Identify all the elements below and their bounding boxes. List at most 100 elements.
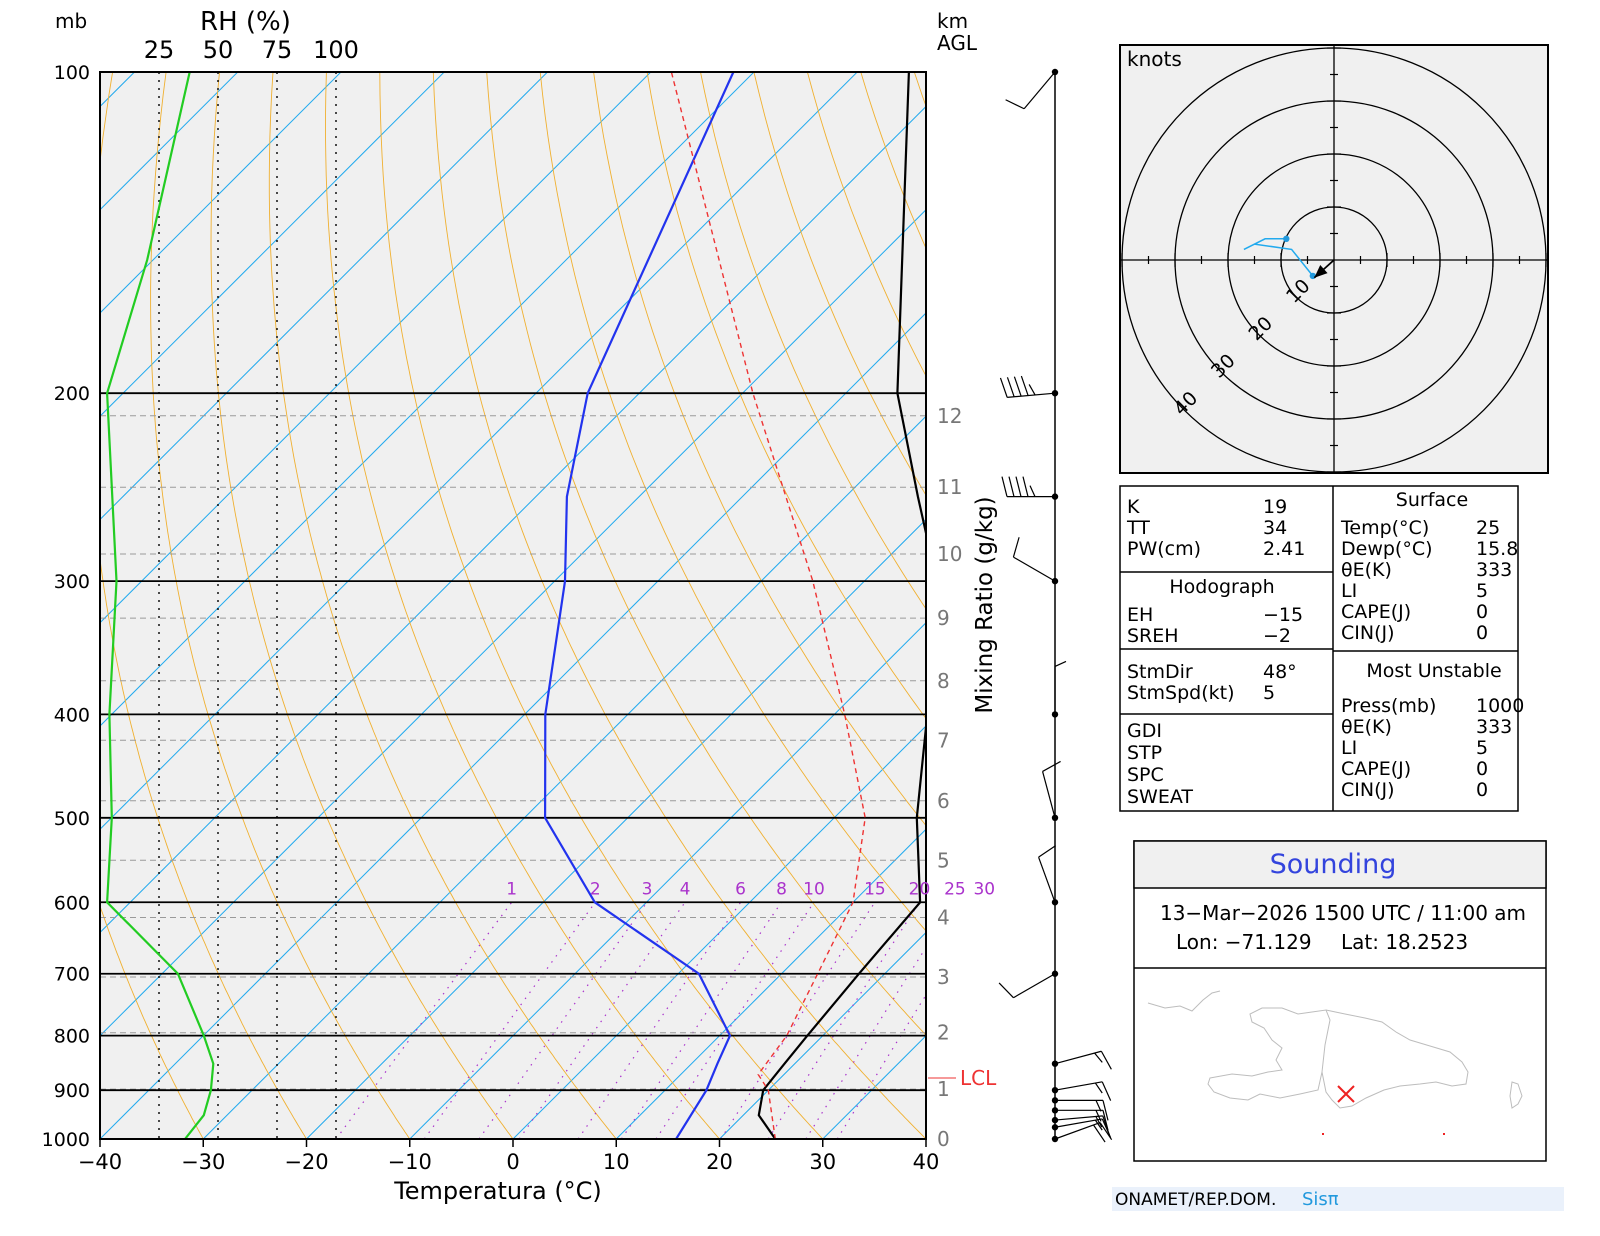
most-unstable-label: θE(K)	[1341, 716, 1392, 738]
pressure-tick: 900	[54, 1080, 90, 1102]
pressure-tick: 800	[54, 1026, 90, 1048]
dry-adiabat-line	[593, 72, 926, 827]
hodograph-point	[1283, 235, 1290, 242]
x-axis-label: Temperatura (°C)	[393, 1177, 602, 1205]
index-label: SWEAT	[1127, 786, 1193, 808]
isotherm-line	[615, 828, 926, 1139]
mixing-ratio-tick: 3	[642, 879, 653, 899]
isotherm-line	[202, 415, 926, 1139]
wind-barb	[998, 973, 1056, 999]
height-km-label: 1	[937, 1077, 950, 1101]
height-km-label: 2	[937, 1021, 950, 1045]
temperature-tick: 10	[603, 1150, 630, 1174]
dry-adiabat-line	[379, 72, 824, 1139]
mixing-ratio-line	[767, 901, 921, 1139]
most-unstable-label: LI	[1341, 737, 1357, 759]
isotherm-line	[100, 312, 926, 1139]
pressure-tick: 500	[54, 808, 90, 830]
temperature-tick: 20	[706, 1150, 733, 1174]
index-label: SREH	[1127, 625, 1179, 647]
wind-barb	[999, 375, 1056, 398]
indices-table: K 19 TT 34 PW(cm) 2.41 Hodograph EH −15 SREH −2 Stm…	[1119, 485, 1524, 812]
mixing-ratio-tick: 10	[803, 879, 825, 899]
sounding-lat: Lat: 18.2523	[1341, 930, 1468, 954]
rh-tick: 75	[262, 36, 293, 64]
isotherm-line	[100, 72, 652, 624]
mixing-ratio-line	[655, 901, 815, 1139]
most-unstable-value: 333	[1476, 716, 1512, 738]
height-km-label: 6	[937, 789, 950, 813]
rh-tick: 50	[203, 36, 234, 64]
index-value: 2.41	[1263, 538, 1305, 560]
wind-barb	[1054, 1050, 1112, 1070]
location-marker	[1337, 1085, 1355, 1103]
hodograph-section-header: Hodograph	[1169, 576, 1274, 598]
footer-bar	[1112, 1187, 1564, 1211]
sounding-frame	[1133, 840, 1547, 1162]
index-label: STP	[1127, 742, 1162, 764]
most-unstable-label: CIN(J)	[1341, 779, 1395, 801]
footer-brand: Sisπ	[1302, 1189, 1339, 1210]
hodograph-rings	[1120, 45, 1548, 473]
map-dots	[1322, 1133, 1445, 1135]
sounding-info-box: Sounding 13−Mar−2026 1500 UTC / 11:00 am…	[1133, 840, 1547, 1162]
sounding-title-bar	[1133, 840, 1547, 889]
temperature-tick: −20	[284, 1150, 328, 1174]
most-unstable-label: CAPE(J)	[1341, 758, 1411, 780]
dry-adiabat-line	[700, 72, 926, 610]
height-km-label: 5	[937, 848, 950, 872]
isotherm-line	[100, 72, 445, 417]
index-value: 48°	[1263, 661, 1297, 683]
isobars	[100, 71, 926, 1140]
surface-value: 15.8	[1476, 538, 1518, 560]
height-km-label: 9	[937, 606, 950, 630]
index-label: SPC	[1127, 764, 1164, 786]
barb-dot	[1051, 1116, 1059, 1124]
surface-label: CIN(J)	[1341, 622, 1395, 644]
surface-value: 25	[1476, 517, 1500, 539]
mixing-ratio-tick: 25	[944, 879, 966, 899]
surface-label: LI	[1341, 580, 1357, 602]
wind-barb	[1055, 1099, 1109, 1121]
parcel-path-line	[670, 72, 866, 1139]
mixing-ratio-tick: 30	[973, 879, 995, 899]
storm-motion-arrowhead	[1314, 265, 1328, 278]
pressure-units-label: mb	[55, 9, 87, 33]
mixing-ratio-line	[577, 901, 742, 1139]
isotherm-line	[100, 105, 926, 934]
wind-barb-column	[998, 68, 1113, 1143]
isotherm-line	[306, 518, 926, 1139]
height-km-label: 3	[937, 965, 950, 989]
sounding-lon: Lon: −71.129	[1176, 930, 1312, 954]
pressure-tick: 600	[54, 892, 90, 914]
index-value: −15	[1263, 604, 1303, 626]
most-unstable-value: 1000	[1476, 695, 1524, 717]
map-puerto-rico-coast	[1509, 1081, 1523, 1109]
most-unstable-label: Press(mb)	[1341, 695, 1436, 717]
km-units-label: km AGL	[937, 9, 978, 55]
height-km-label: 4	[937, 905, 950, 929]
pressure-tick-labels: 1000 900 800 700 600 500 400 300 200 100	[42, 62, 90, 1151]
height-km-label: 0	[937, 1127, 950, 1151]
temperature-tick: 30	[809, 1150, 836, 1174]
rh-title: RH (%)	[200, 7, 291, 37]
temperature-tick: −10	[388, 1150, 432, 1174]
isotherm-line	[100, 72, 548, 521]
index-value: 19	[1263, 496, 1287, 518]
dry-adiabat-line	[539, 72, 926, 932]
barb-dot	[1051, 1124, 1059, 1131]
temperature-tick: −30	[181, 1150, 225, 1174]
dry-adiabat-line	[486, 72, 926, 1036]
mixing-ratio-tick: 20	[909, 879, 931, 899]
dewpoint-profile-line	[543, 72, 735, 1139]
map-dr-coast	[1321, 1009, 1469, 1109]
rh-tick: 25	[144, 36, 175, 64]
pressure-tick: 300	[54, 571, 90, 593]
location-map	[1147, 990, 1523, 1109]
temperature-tick: 0	[506, 1150, 519, 1174]
temperature-tick: 40	[913, 1150, 940, 1174]
index-label: StmSpd(kt)	[1127, 682, 1234, 704]
background-lines	[100, 72, 926, 1139]
